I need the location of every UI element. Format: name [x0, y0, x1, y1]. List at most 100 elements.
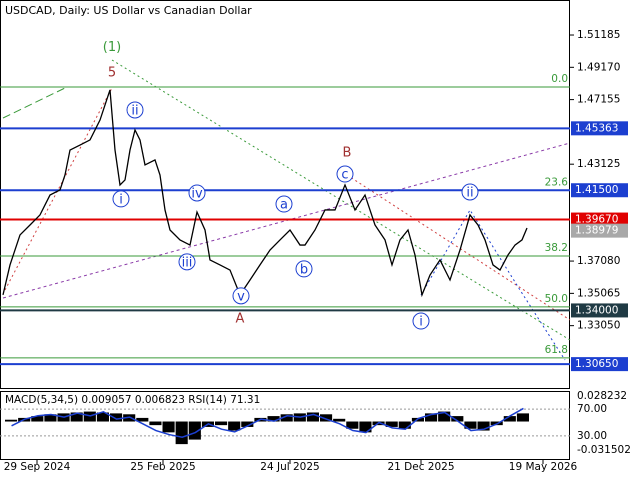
indicator-tick-label: 30.00 — [577, 430, 607, 442]
wave-path — [420, 209, 566, 361]
x-tick-label: 24 Jul 2025 — [260, 461, 319, 473]
chart-title: USDCAD, Daily: US Dollar vs Canadian Dol… — [5, 4, 252, 17]
macd-bar — [162, 421, 175, 433]
wave-circle — [461, 183, 479, 201]
macd-bar — [398, 421, 411, 429]
macd-bar — [464, 421, 477, 429]
macd-bar — [83, 411, 96, 422]
wave-label: ii — [466, 185, 473, 200]
macd-bar — [306, 412, 319, 422]
macd-bar — [385, 421, 398, 427]
indicator-title: MACD(5,34,5) 0.009057 0.006823 RSI(14) 7… — [5, 394, 260, 406]
price-label: 1.45363 — [575, 122, 618, 134]
indicator-tick-label: 70.00 — [577, 403, 607, 415]
x-tick-label: 25 Feb 2025 — [130, 461, 195, 473]
wave-label: A — [236, 311, 245, 326]
macd-bar — [241, 421, 254, 427]
macd-bar — [477, 421, 490, 431]
macd-bar — [228, 421, 241, 431]
fib-label: 38.2 — [545, 242, 568, 254]
wave-circle — [112, 190, 130, 208]
macd-bar — [96, 412, 109, 422]
fib-label: 61.8 — [545, 344, 568, 356]
macd-bar — [188, 421, 201, 440]
wave-label: B — [343, 146, 352, 161]
rsi-line — [11, 407, 524, 439]
x-tick-label: 29 Sep 2024 — [4, 461, 71, 473]
macd-bar — [31, 416, 44, 422]
indicator-tick-label: -0.031502 — [577, 444, 631, 456]
macd-bar — [215, 421, 228, 426]
main-pane — [0, 0, 570, 389]
price-label-box — [571, 223, 628, 238]
price-label-box — [571, 212, 628, 227]
macd-bar — [346, 421, 359, 429]
price-label-box — [571, 357, 628, 372]
macd-bar — [320, 414, 333, 422]
macd-bar — [503, 416, 516, 422]
y-tick-label: 1.35065 — [577, 287, 620, 299]
macd-bar — [280, 414, 293, 422]
wave-label: ii — [131, 103, 138, 118]
macd-bar — [110, 413, 123, 422]
y-tick-label: 1.37080 — [577, 255, 620, 267]
wave-circle — [412, 312, 430, 330]
macd-bar — [451, 416, 464, 422]
wave-label: c — [341, 168, 348, 183]
trend-line — [2, 142, 571, 299]
wave-label: iii — [182, 255, 193, 270]
wave-label: 5 — [108, 65, 116, 80]
wave-label: iv — [191, 186, 203, 201]
wave-label: b — [300, 262, 308, 277]
wave-circle — [275, 195, 293, 213]
price-label: 1.30650 — [575, 358, 618, 370]
macd-bar — [333, 418, 346, 422]
x-tick-label: 19 May 2026 — [509, 461, 578, 473]
wave-circle — [336, 165, 354, 183]
macd-bar — [149, 421, 162, 426]
macd-bar — [438, 411, 451, 422]
fib-label: 50.0 — [545, 293, 568, 305]
macd-bar — [136, 417, 149, 422]
y-tick-label: 1.43125 — [577, 158, 620, 170]
y-tick-label: 1.49170 — [577, 61, 620, 73]
wave-circle — [232, 287, 250, 305]
macd-bar — [5, 419, 18, 422]
y-tick-label: 1.51185 — [577, 29, 620, 41]
macd-bar — [44, 414, 57, 422]
price-label: 1.39670 — [575, 214, 618, 226]
wave-circle — [295, 260, 313, 278]
trend-line — [346, 174, 571, 321]
price-line — [2, 89, 528, 298]
wave-label: i — [419, 315, 423, 330]
wave-label: (1) — [103, 40, 121, 55]
price-label: 1.34000 — [575, 304, 618, 316]
trend-line — [111, 59, 571, 341]
indicator-tick-label: 0.028232 — [577, 390, 627, 402]
macd-bar — [70, 412, 83, 422]
x-tick-label: 21 Dec 2025 — [387, 461, 454, 473]
price-label-box — [571, 303, 628, 318]
indicator-pane — [0, 391, 570, 460]
macd-bar — [516, 413, 529, 422]
price-label: 1.41500 — [575, 184, 618, 196]
trend-line — [2, 87, 66, 119]
y-tick-label: 1.33050 — [577, 320, 620, 332]
y-tick-label: 1.47155 — [577, 94, 620, 106]
macd-bar — [267, 416, 280, 422]
price-label: 1.38979 — [575, 225, 618, 237]
trend-line — [4, 87, 113, 291]
macd-bar — [359, 421, 372, 433]
wave-circle — [126, 101, 144, 119]
wave-label: v — [237, 289, 245, 304]
macd-bar — [175, 421, 188, 445]
wave-circle — [188, 184, 206, 202]
wave-circle — [178, 253, 196, 271]
wave-label: i — [119, 192, 123, 207]
macd-bar — [425, 413, 438, 422]
price-label-box — [571, 121, 628, 136]
price-label-box — [571, 183, 628, 198]
fib-label: 23.6 — [545, 176, 569, 188]
fib-label: 0.0 — [551, 73, 568, 85]
